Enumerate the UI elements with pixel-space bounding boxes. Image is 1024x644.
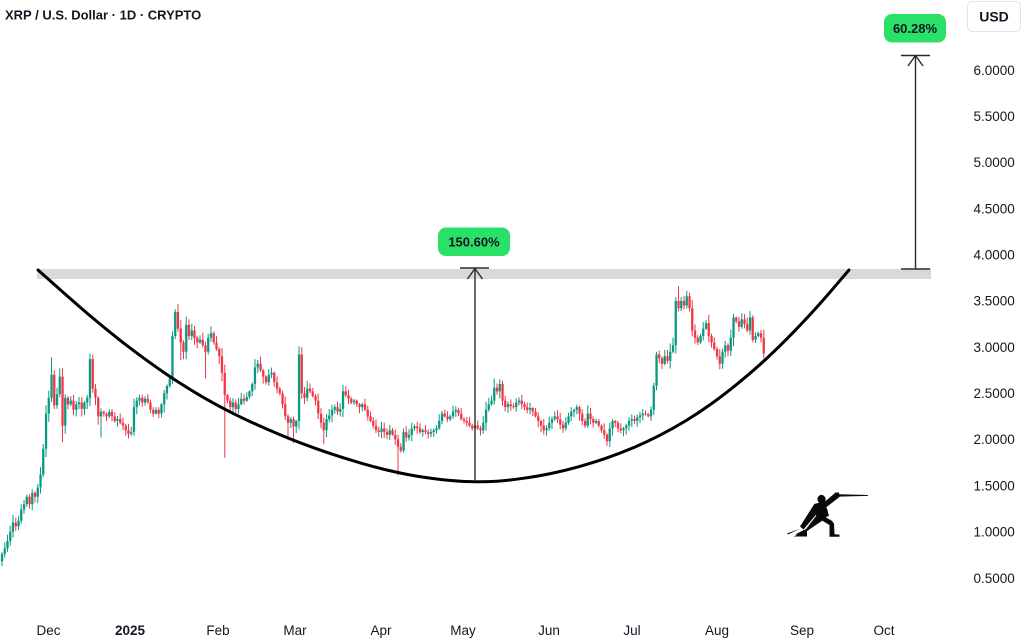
svg-text:4.0000: 4.0000 [974, 248, 1015, 263]
svg-text:4.5000: 4.5000 [974, 201, 1015, 216]
svg-text:Dec: Dec [36, 623, 60, 638]
svg-text:May: May [450, 623, 476, 638]
svg-text:Feb: Feb [206, 623, 229, 638]
svg-text:3.0000: 3.0000 [974, 340, 1015, 355]
svg-text:5.0000: 5.0000 [974, 155, 1015, 170]
svg-text:60.28%: 60.28% [893, 21, 938, 36]
svg-text:2025: 2025 [115, 623, 146, 638]
svg-text:150.60%: 150.60% [448, 235, 500, 250]
svg-text:Oct: Oct [873, 623, 894, 638]
svg-text:0.5000: 0.5000 [974, 571, 1015, 586]
svg-text:2.5000: 2.5000 [974, 386, 1015, 401]
svg-text:1.0000: 1.0000 [974, 525, 1015, 540]
svg-text:Apr: Apr [370, 623, 392, 638]
svg-text:Aug: Aug [705, 623, 729, 638]
svg-text:Sep: Sep [790, 623, 814, 638]
svg-text:Jun: Jun [538, 623, 560, 638]
svg-text:USD: USD [979, 9, 1009, 25]
svg-text:5.5000: 5.5000 [974, 109, 1015, 124]
svg-text:1.5000: 1.5000 [974, 478, 1015, 493]
svg-text:Jul: Jul [623, 623, 640, 638]
svg-text:XRP / U.S. Dollar · 1D · CRYPT: XRP / U.S. Dollar · 1D · CRYPTO [5, 8, 201, 23]
svg-text:Mar: Mar [283, 623, 307, 638]
svg-text:6.0000: 6.0000 [974, 63, 1015, 78]
svg-text:3.5000: 3.5000 [974, 294, 1015, 309]
svg-text:2.0000: 2.0000 [974, 432, 1015, 447]
